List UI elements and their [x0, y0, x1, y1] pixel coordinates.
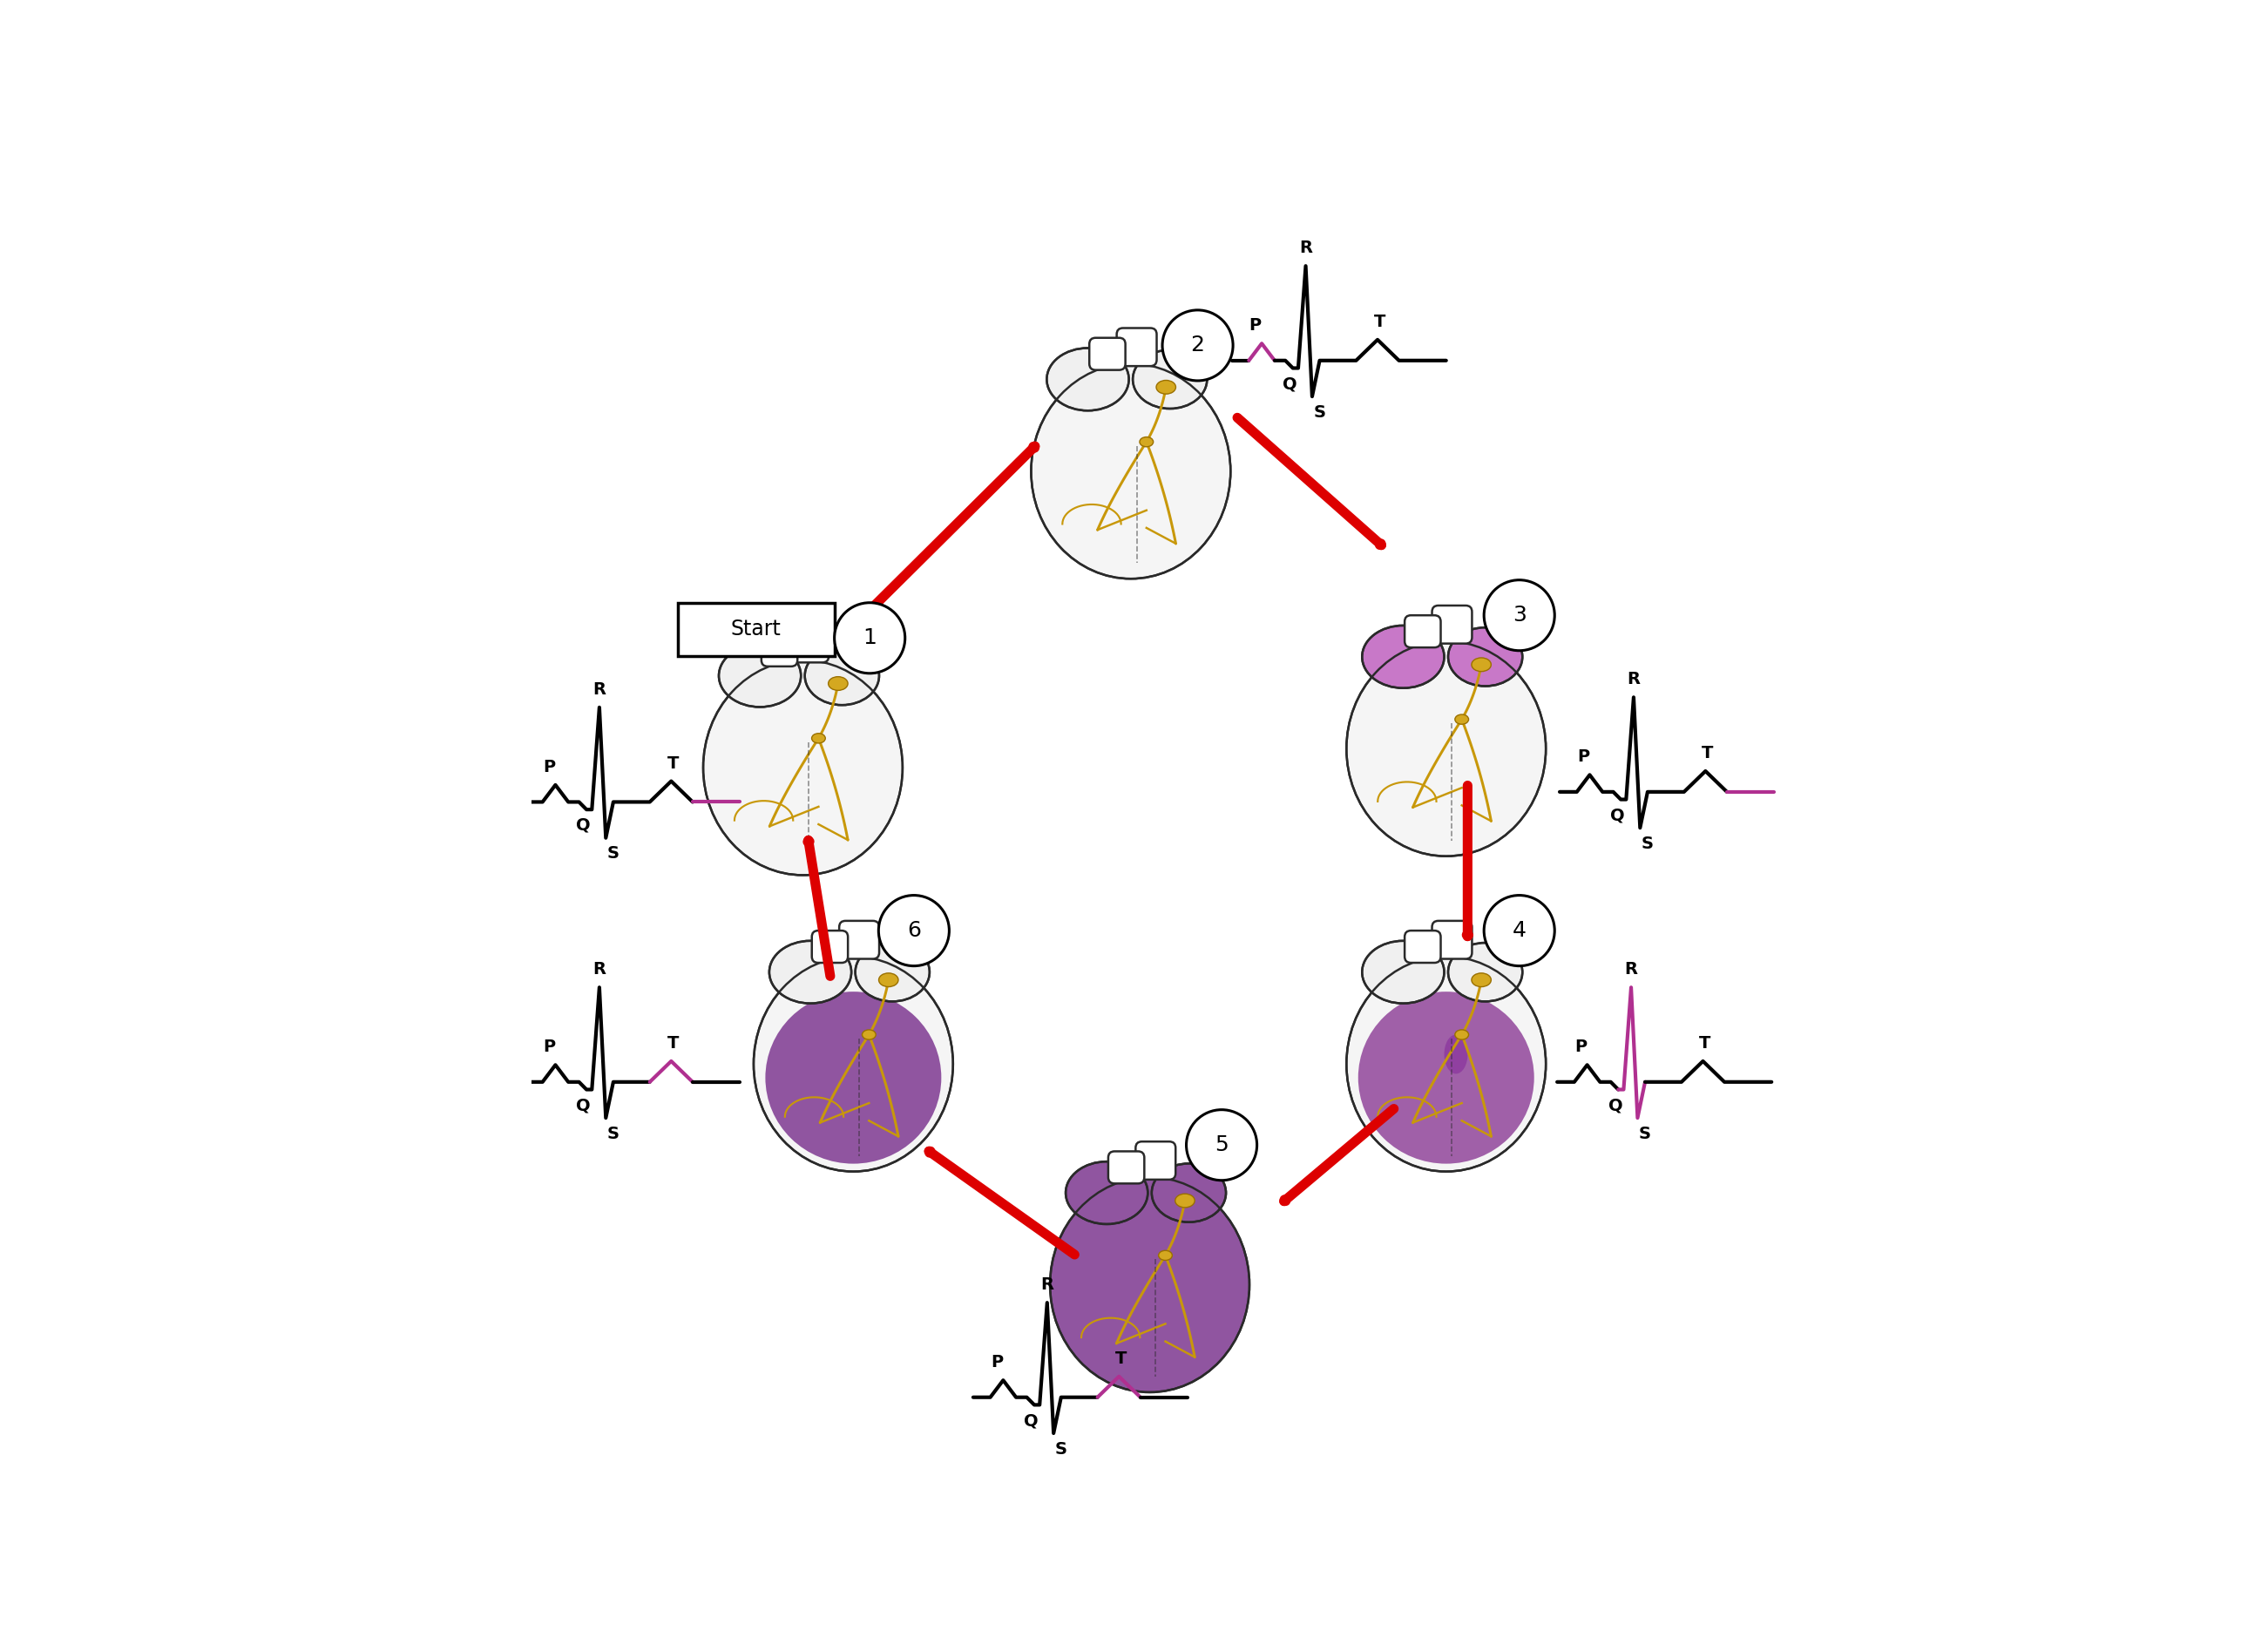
Text: T: T: [1699, 1035, 1710, 1052]
FancyBboxPatch shape: [1116, 328, 1157, 365]
FancyArrowPatch shape: [930, 1152, 1075, 1255]
Ellipse shape: [1050, 1178, 1250, 1392]
Text: Q: Q: [1284, 375, 1297, 391]
Ellipse shape: [828, 676, 848, 690]
Ellipse shape: [1175, 1194, 1195, 1207]
Text: P: P: [991, 1355, 1002, 1371]
Ellipse shape: [1447, 943, 1522, 1001]
Ellipse shape: [1359, 991, 1533, 1163]
FancyArrowPatch shape: [1284, 1109, 1395, 1201]
Ellipse shape: [878, 973, 898, 986]
Text: R: R: [1300, 239, 1313, 257]
Text: P: P: [1250, 318, 1261, 334]
Ellipse shape: [1032, 364, 1232, 578]
FancyArrowPatch shape: [807, 840, 830, 976]
Ellipse shape: [764, 991, 941, 1163]
Ellipse shape: [769, 940, 850, 1004]
Text: R: R: [592, 681, 606, 698]
Text: S: S: [1313, 405, 1325, 421]
FancyBboxPatch shape: [789, 624, 828, 662]
FancyBboxPatch shape: [812, 930, 848, 963]
Circle shape: [1483, 896, 1554, 966]
Text: S: S: [1642, 835, 1653, 852]
Text: Q: Q: [1608, 1097, 1622, 1114]
Text: P: P: [542, 758, 556, 775]
FancyBboxPatch shape: [1109, 1152, 1145, 1184]
FancyBboxPatch shape: [762, 634, 798, 667]
Text: R: R: [1041, 1276, 1055, 1294]
Circle shape: [1161, 310, 1234, 380]
Ellipse shape: [812, 734, 826, 744]
Text: P: P: [542, 1038, 556, 1055]
FancyBboxPatch shape: [678, 603, 835, 655]
Ellipse shape: [1157, 380, 1175, 395]
Ellipse shape: [805, 647, 880, 704]
Text: 1: 1: [862, 627, 878, 649]
Text: R: R: [1624, 962, 1637, 978]
Text: 6: 6: [907, 921, 921, 942]
Text: Q: Q: [1025, 1412, 1039, 1428]
Text: S: S: [608, 1125, 619, 1142]
Text: T: T: [667, 755, 678, 771]
Text: 3: 3: [1513, 604, 1526, 626]
FancyArrowPatch shape: [1238, 418, 1381, 545]
Ellipse shape: [1132, 351, 1207, 408]
Ellipse shape: [719, 644, 801, 708]
Ellipse shape: [1347, 957, 1547, 1171]
FancyBboxPatch shape: [1431, 606, 1472, 644]
Ellipse shape: [1445, 1035, 1467, 1075]
Text: R: R: [1626, 672, 1640, 688]
Text: 4: 4: [1513, 921, 1526, 942]
Ellipse shape: [1363, 626, 1445, 688]
Ellipse shape: [703, 660, 903, 875]
Text: S: S: [608, 845, 619, 862]
Ellipse shape: [1447, 627, 1522, 686]
FancyBboxPatch shape: [839, 921, 880, 958]
Ellipse shape: [855, 943, 930, 1001]
Text: 2: 2: [1191, 334, 1204, 355]
Text: T: T: [1701, 745, 1712, 762]
FancyArrowPatch shape: [871, 446, 1034, 609]
Text: S: S: [1055, 1441, 1066, 1458]
Text: T: T: [1374, 314, 1386, 331]
Text: Q: Q: [576, 817, 590, 834]
Circle shape: [1483, 580, 1554, 650]
Ellipse shape: [1456, 1030, 1470, 1040]
Circle shape: [835, 603, 905, 673]
Ellipse shape: [1347, 640, 1547, 857]
Text: Q: Q: [576, 1097, 590, 1114]
Ellipse shape: [1048, 347, 1129, 411]
Text: P: P: [1574, 1038, 1588, 1055]
FancyBboxPatch shape: [1136, 1142, 1175, 1179]
FancyBboxPatch shape: [1404, 930, 1440, 963]
Ellipse shape: [862, 1030, 875, 1040]
Ellipse shape: [1159, 1250, 1173, 1260]
FancyBboxPatch shape: [1431, 921, 1472, 958]
Text: S: S: [1637, 1125, 1651, 1142]
Text: Q: Q: [1610, 808, 1626, 824]
Ellipse shape: [1472, 973, 1490, 986]
Ellipse shape: [753, 957, 953, 1171]
Text: T: T: [1116, 1350, 1127, 1368]
Text: T: T: [667, 1035, 678, 1052]
FancyBboxPatch shape: [1089, 337, 1125, 370]
Ellipse shape: [1363, 940, 1445, 1004]
Ellipse shape: [1139, 437, 1154, 447]
Ellipse shape: [1456, 714, 1470, 724]
Ellipse shape: [1152, 1163, 1227, 1222]
Circle shape: [1186, 1109, 1256, 1181]
Ellipse shape: [1061, 1212, 1238, 1384]
Text: P: P: [1576, 749, 1590, 765]
Ellipse shape: [1066, 1161, 1148, 1224]
Text: 5: 5: [1216, 1135, 1229, 1155]
FancyBboxPatch shape: [1404, 616, 1440, 647]
Text: Start: Start: [730, 619, 782, 639]
Circle shape: [878, 896, 950, 966]
Ellipse shape: [1472, 658, 1490, 672]
Text: R: R: [592, 962, 606, 978]
